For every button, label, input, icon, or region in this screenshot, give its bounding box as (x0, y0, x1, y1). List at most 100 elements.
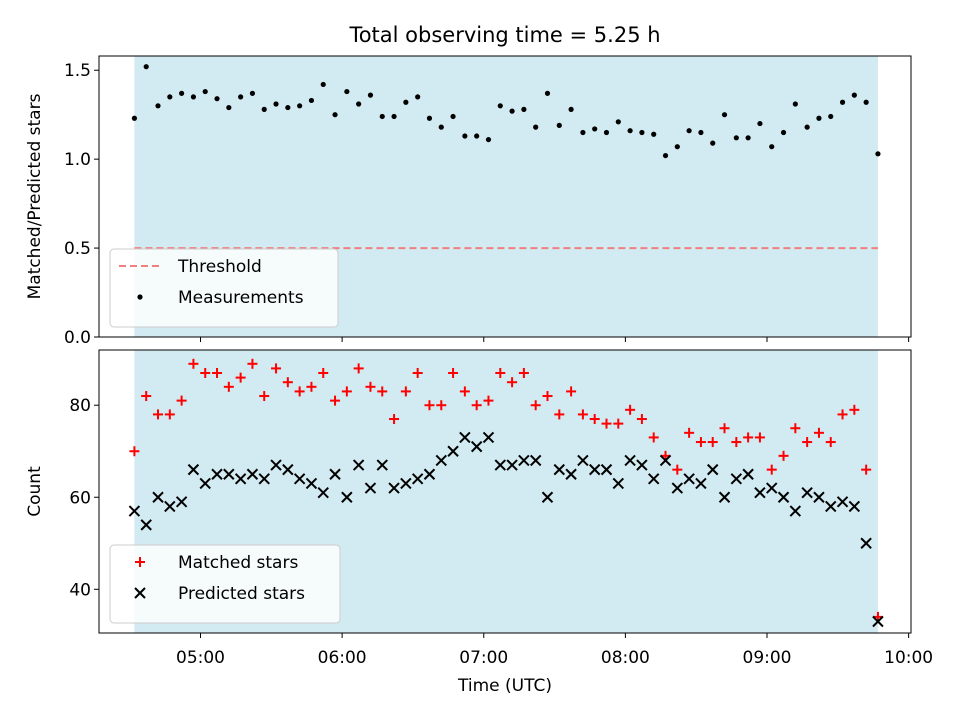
measurement-point (757, 120, 763, 127)
measurement-point (521, 106, 527, 112)
measurement-point (662, 152, 669, 159)
measurement-point (721, 112, 728, 118)
matched-star-marker (684, 427, 695, 438)
x-tick-label: 10:00 (884, 648, 933, 668)
predicted-star-marker (825, 500, 837, 513)
predicted-star-marker (612, 477, 625, 490)
measurement-point (615, 119, 621, 125)
matched-star-marker (648, 432, 659, 443)
measurement-point (674, 144, 680, 150)
legend-box (109, 248, 339, 328)
matched-star-marker (235, 372, 246, 383)
predicted-star-marker (754, 486, 766, 499)
legend-label: Matched stars (178, 553, 298, 573)
matched-star-marker (636, 414, 647, 425)
predicted-star-marker (187, 463, 200, 476)
predicted-star-marker (683, 473, 695, 485)
panel-1: 0.0 0.5 1.0 1.5 Total observing time = 5.25 … (25, 23, 912, 348)
legend-label: Threshold (177, 257, 262, 277)
matched-star-marker (389, 414, 400, 425)
matched-star-marker (719, 423, 730, 434)
measurement-point (143, 64, 149, 70)
predicted-star-marker (400, 477, 412, 490)
predicted-star-marker (211, 468, 223, 480)
predicted-star-marker (341, 491, 353, 503)
measurement-point (438, 124, 444, 130)
predicted-star-marker (588, 463, 601, 476)
matched-star-marker (554, 409, 565, 420)
axes-frame (98, 349, 912, 634)
matched-star-marker (129, 446, 140, 457)
predicted-star-marker (364, 482, 377, 494)
measurement-point (769, 144, 775, 150)
measurement-point (367, 92, 374, 98)
matched-star-marker (164, 409, 175, 420)
predicted-star-marker (376, 459, 388, 471)
predicted-star-marker (175, 496, 188, 508)
measurement-point (332, 112, 338, 118)
predicted-star-marker (577, 454, 589, 467)
measurement-point (297, 103, 303, 109)
measurement-point (875, 151, 881, 157)
matched-star-marker (436, 400, 447, 411)
predicted-star-marker (270, 459, 282, 471)
legend: Matched stars Predicted stars (109, 544, 341, 624)
predicted-star-marker (671, 482, 684, 494)
measurement-point (603, 129, 610, 136)
measurement-point (509, 108, 515, 114)
matched-star-marker (306, 381, 317, 392)
predicted-star-marker (152, 491, 164, 503)
measurement-point (533, 124, 539, 130)
measurement-point (863, 99, 869, 105)
matched-star-marker (707, 437, 718, 448)
measurement-point (627, 128, 633, 134)
measurement-point (214, 96, 220, 102)
measurement-point (450, 113, 456, 120)
legend-predicted-swatch (134, 587, 146, 599)
x-tick-label: 08:00 (601, 648, 650, 668)
matched-star-marker (518, 368, 529, 379)
matched-star-marker (530, 400, 541, 411)
matched-star-marker (837, 409, 848, 420)
predicted-star-marker (329, 468, 341, 480)
matched-star-marker (365, 381, 376, 392)
measurement-point (639, 129, 645, 136)
matched-star-marker (223, 381, 234, 392)
measurement-point (780, 129, 787, 136)
measurement-point (403, 99, 409, 105)
predicted-star-marker (352, 459, 365, 471)
y-tick-label: 1.0 (64, 150, 91, 170)
y-axis-label: Count (25, 466, 45, 517)
matched-star-marker (495, 368, 506, 379)
predicted-star-marker (506, 459, 518, 471)
predicted-star-marker (447, 445, 459, 457)
predicted-star-marker (659, 454, 672, 467)
measurement-point (828, 113, 834, 120)
matched-star-marker (778, 450, 789, 461)
measurement-point (415, 94, 421, 100)
predicted-star-marker (411, 473, 424, 485)
predicted-star-marker (470, 440, 483, 453)
y-tick-label: 1.5 (64, 61, 91, 81)
predicted-star-marker (529, 454, 542, 467)
measurement-point (556, 122, 562, 128)
predicted-star-marker (789, 505, 802, 517)
predicted-star-marker (305, 477, 318, 490)
measurement-point (710, 140, 716, 146)
measurement-point (651, 131, 657, 137)
predicted-star-marker (636, 459, 648, 471)
predicted-star-marker (423, 468, 436, 480)
measurement-point (344, 88, 350, 95)
matched-star-marker (849, 404, 860, 415)
predicted-star-marker (164, 500, 176, 513)
predicted-star-marker (801, 486, 813, 499)
measurement-point (190, 94, 197, 100)
predicted-star-marker (848, 500, 861, 513)
predicted-star-marker (872, 615, 884, 628)
x-tick-label: 05:00 (176, 648, 225, 668)
measurement-point (261, 106, 267, 112)
predicted-star-marker (553, 463, 565, 476)
measurement-point (851, 92, 857, 98)
matched-star-marker (861, 464, 872, 475)
